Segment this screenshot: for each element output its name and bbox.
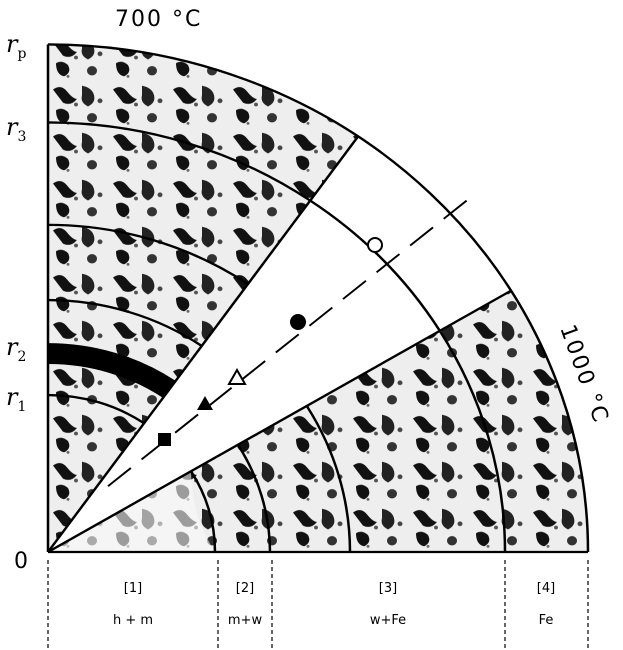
- radius-label: rp: [6, 30, 26, 62]
- zone-phase: m+w: [228, 613, 263, 628]
- zone-id: [1]: [124, 581, 142, 596]
- zone-phase: h + m: [113, 613, 153, 628]
- top-temperature: 700 °C: [115, 7, 202, 32]
- radius-label: r3: [6, 113, 26, 145]
- radius-subscript: 3: [17, 129, 26, 145]
- zone-id: [3]: [379, 581, 397, 596]
- radius-label: r2: [6, 333, 26, 365]
- zone-phase: Fe: [539, 613, 554, 628]
- radius-symbol: r: [6, 30, 19, 58]
- zone-phase: w+Fe: [370, 613, 406, 628]
- radius-symbol: r: [6, 113, 19, 141]
- radius-subscript: 1: [17, 399, 26, 415]
- zone-id: [4]: [537, 581, 555, 596]
- markers: [158, 237, 383, 446]
- radius-subscript: p: [17, 46, 26, 62]
- quarter-disc: [46, 43, 590, 554]
- radius-subscript: 2: [17, 349, 26, 365]
- zone-id: [2]: [236, 581, 254, 596]
- radius-symbol: r: [6, 333, 19, 361]
- radius-label: r1: [6, 383, 26, 415]
- origin-label: 0: [14, 549, 30, 574]
- zones: [1] h + m [2] m+w [3] w+Fe [4] Fe: [113, 581, 555, 628]
- radius-symbol: r: [6, 383, 19, 411]
